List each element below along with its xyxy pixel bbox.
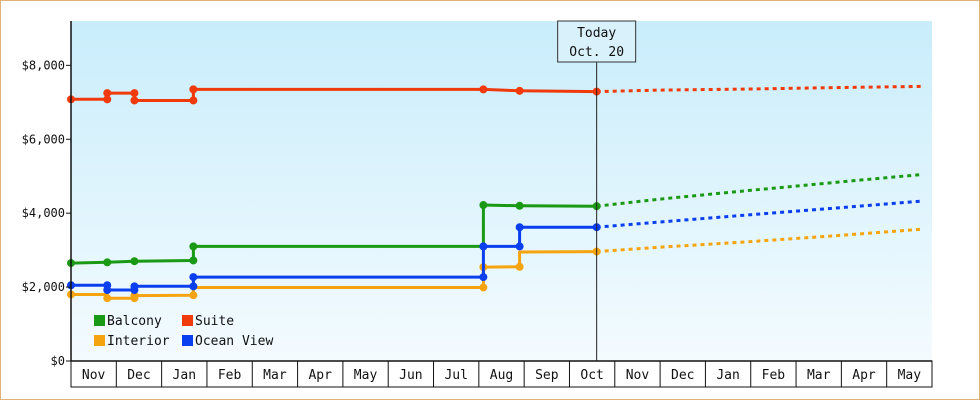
x-tick-label-may: May [354, 368, 378, 383]
today-label-box [557, 20, 637, 63]
data-point-balcony [189, 256, 198, 265]
legend-label: Suite [195, 314, 234, 329]
series-ocean-view [67, 199, 924, 295]
legend-label: Balcony [107, 314, 162, 329]
x-tick-label-feb: Feb [762, 368, 786, 383]
x-tick-label-apr: Apr [852, 368, 876, 383]
x-tick-label-jun: Jun [399, 368, 422, 383]
data-point-suite [515, 86, 524, 95]
data-point-interior [479, 283, 488, 292]
x-tick-label-sep: Sep [535, 368, 559, 383]
x-tick-label-dec: Dec [127, 368, 150, 383]
x-tick-label-jul: Jul [444, 368, 467, 383]
data-point-interior [515, 262, 524, 271]
data-point-balcony [479, 201, 488, 210]
legend-item-ocean-view: Ocean View [182, 334, 273, 349]
today-label: Today [577, 26, 616, 41]
data-point-ocean-view [130, 282, 139, 291]
x-axis-band [70, 360, 933, 388]
legend-item-balcony: Balcony [94, 314, 162, 329]
y-tick-label: $6,000 [22, 132, 65, 146]
legend-swatch [94, 315, 105, 326]
legend-swatch [182, 335, 193, 346]
data-point-ocean-view [103, 286, 112, 295]
data-point-ocean-view [515, 242, 524, 251]
data-point-ocean-view [189, 282, 198, 291]
legend: Balcony Suite Interior Ocean View [94, 314, 273, 349]
data-point-balcony [103, 258, 112, 267]
forecast-line-interior [596, 227, 924, 254]
forecast-line-suite [596, 84, 923, 94]
data-point-suite [103, 89, 112, 98]
data-point-ocean-view [515, 223, 524, 232]
x-tick-label-mar: Mar [807, 368, 831, 383]
today-date: Oct. 20 [569, 45, 624, 60]
data-point-balcony [515, 201, 524, 210]
y-tick-label: $2,000 [22, 280, 65, 294]
data-point-suite [130, 89, 139, 98]
x-tick-label-jan: Jan [716, 368, 739, 383]
data-point-suite [479, 85, 488, 94]
axes-layer: $0 $2,000 $4,000 $6,000 $8,000 Nov Dec Jan Feb Ma… [22, 21, 933, 388]
series-suite [67, 84, 923, 105]
data-point-balcony [130, 257, 139, 266]
x-tick-label-feb: Feb [218, 368, 242, 383]
x-tick-label-dec: Dec [671, 368, 694, 383]
forecast-line-ocean-view [596, 199, 924, 229]
data-point-ocean-view [479, 273, 488, 282]
data-point-suite [103, 95, 112, 104]
x-tick-label-jan: Jan [173, 368, 196, 383]
data-point-ocean-view [189, 273, 198, 282]
data-point-suite [130, 96, 139, 105]
data-point-interior [130, 291, 139, 300]
forecast-line-balcony [596, 172, 924, 208]
data-point-interior [103, 294, 112, 303]
data-point-interior [189, 291, 198, 300]
legend-item-suite: Suite [182, 314, 234, 329]
plot-background [71, 21, 932, 361]
y-tick-label: $8,000 [22, 58, 65, 72]
x-tick-label-nov: Nov [82, 368, 106, 383]
legend-swatch [182, 315, 193, 326]
x-tick-label-nov: Nov [626, 368, 650, 383]
x-tick-label-mar: Mar [263, 368, 287, 383]
x-tick-label-aug: Aug [490, 368, 513, 383]
data-point-suite [189, 85, 198, 94]
data-point-suite [189, 96, 198, 105]
x-tick-label-apr: Apr [308, 368, 332, 383]
series-interior [67, 227, 924, 303]
x-tick-label-oct: Oct [580, 368, 603, 383]
data-point-ocean-view [479, 242, 488, 251]
data-point-balcony [189, 242, 198, 251]
series-layer [67, 84, 924, 303]
y-tick-label: $4,000 [22, 206, 65, 220]
today-marker: Today Oct. 20 [557, 20, 637, 361]
y-tick-label: $0 [51, 354, 65, 368]
legend-item-interior: Interior [94, 334, 170, 349]
legend-swatch [94, 335, 105, 346]
legend-label: Interior [107, 334, 170, 349]
x-tick-label-may: May [898, 368, 922, 383]
legend-label: Ocean View [195, 334, 273, 349]
